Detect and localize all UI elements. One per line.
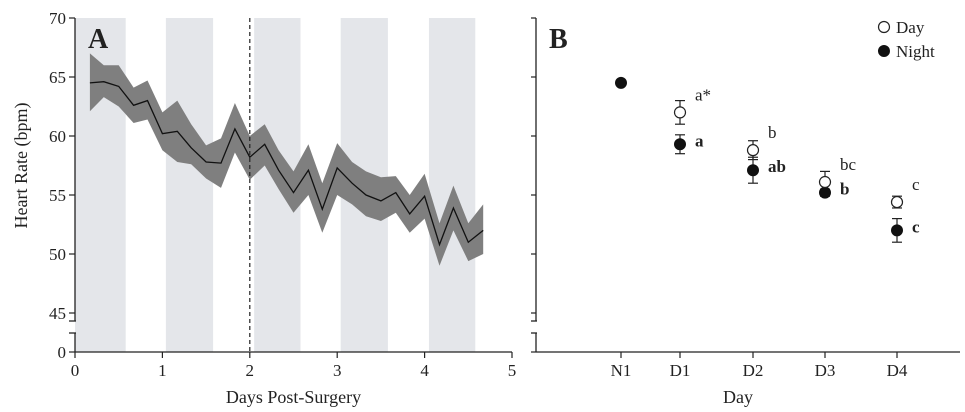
- a-x-axis-title: Days Post-Surgery: [226, 387, 361, 407]
- confidence-band: [89, 53, 484, 266]
- day-significance-label: a*: [695, 85, 711, 104]
- night-significance-label: a: [695, 131, 704, 150]
- night-point-D2: [747, 164, 759, 177]
- legend-night-label: Night: [896, 42, 935, 61]
- b-x-tick-label: N1: [611, 361, 632, 380]
- a-confidence-ribbon: [89, 53, 484, 266]
- b-x-tick-label: D3: [815, 361, 836, 380]
- day-significance-label: c: [912, 175, 920, 194]
- legend-day-label: Day: [896, 18, 925, 37]
- b-x-tick-label: D2: [743, 361, 764, 380]
- a-y-axis-title: Heart Rate (bpm): [11, 103, 32, 229]
- legend-day-marker: [877, 20, 891, 34]
- a-x-tick-label: 2: [246, 361, 255, 380]
- b-axes: N1 D1 D2 D3 D4: [531, 17, 960, 380]
- a-x-tick-label: 5: [508, 361, 517, 380]
- b-points: a*a bab bcb cc: [615, 76, 920, 243]
- mean-heart-rate-line: [89, 81, 484, 247]
- a-mean-line: [89, 81, 484, 247]
- a-y-tick-label: 55: [49, 186, 66, 205]
- a-x-tick-label: 3: [333, 361, 342, 380]
- night-point-D3: [819, 186, 831, 199]
- a-y-tick-label: 65: [49, 68, 66, 87]
- day-significance-label: b: [768, 123, 777, 142]
- shaded-band-1: [165, 18, 214, 352]
- day-point-D3: [818, 175, 832, 189]
- panel-b-label: B: [549, 24, 568, 55]
- a-y-tick-label: 45: [49, 304, 66, 323]
- day-point-D2: [746, 144, 760, 157]
- night-point-D4: [891, 224, 903, 237]
- night-significance-label: c: [912, 217, 920, 236]
- day-point-D4: [890, 195, 904, 209]
- b-x-axis-title: Day: [723, 387, 753, 407]
- shaded-band-4: [428, 18, 476, 352]
- night-point-N1: [615, 76, 627, 89]
- b-x-tick-label: D4: [887, 361, 908, 380]
- panel-a-label: A: [88, 24, 109, 55]
- day-significance-label: bc: [840, 155, 857, 174]
- a-y-tick-label: 70: [49, 9, 66, 28]
- a-y-tick-label: 60: [49, 127, 66, 146]
- a-x-tick-label: 4: [420, 361, 429, 380]
- night-significance-label: b: [840, 180, 849, 199]
- a-shaded-bands: [75, 18, 476, 352]
- a-x-tick-label: 1: [158, 361, 167, 380]
- night-significance-label: ab: [768, 157, 786, 176]
- b-legend: Day Night: [877, 18, 935, 61]
- b-x-tick-label: D1: [670, 361, 691, 380]
- legend-night-marker: [878, 45, 890, 57]
- night-point-D1: [674, 138, 686, 151]
- a-x-tick-label: 0: [71, 361, 80, 380]
- day-point-D1: [673, 106, 687, 119]
- a-y-tick-label: 0: [58, 343, 67, 362]
- a-y-tick-label: 50: [49, 245, 66, 264]
